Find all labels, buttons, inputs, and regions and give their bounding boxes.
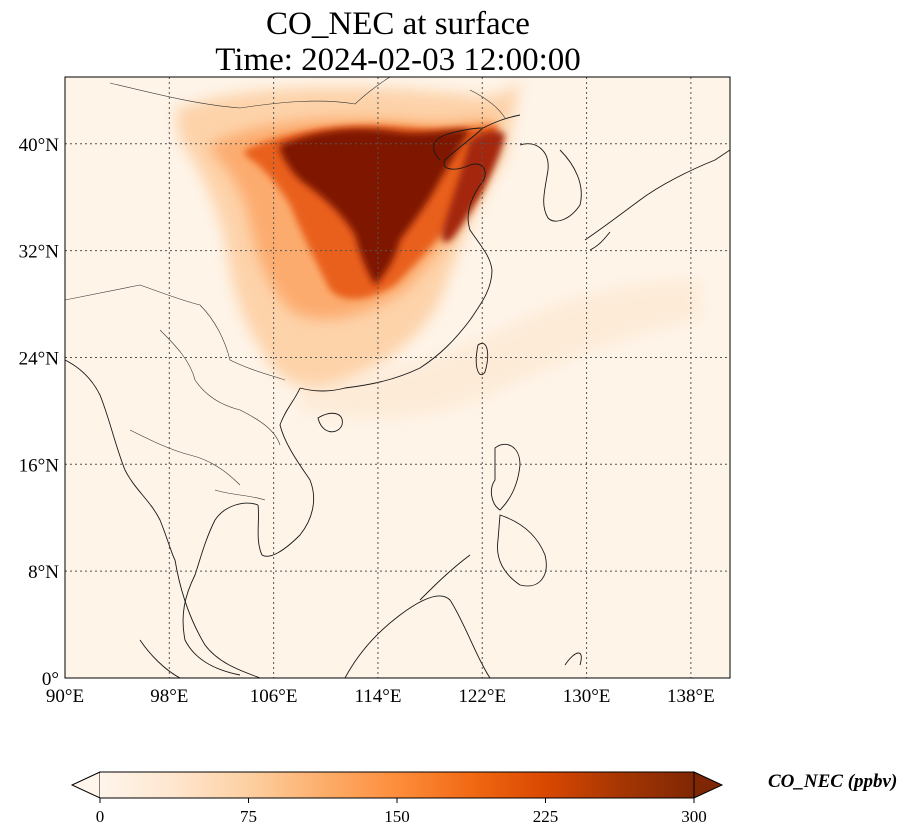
- country-borders: [65, 77, 506, 501]
- border-cambodia: [214, 489, 266, 501]
- lat-tick-label: 16°N: [19, 455, 60, 476]
- korea: [519, 143, 582, 222]
- malay-peninsula: [174, 559, 261, 678]
- gulf-of-thailand: [182, 502, 259, 676]
- lat-tick-label: 40°N: [19, 135, 60, 156]
- border-myanmar-laos: [159, 329, 281, 446]
- colorbar-tick-label: 0: [96, 807, 105, 826]
- lon-tick-label: 98°E: [150, 686, 188, 707]
- borneo: [344, 595, 491, 678]
- lat-tick-label: 0°: [42, 669, 59, 690]
- colorbar-tick-label: 75: [240, 807, 257, 826]
- lon-tick-label: 130°E: [563, 686, 611, 707]
- latitude-ticks: 0° 8°N 16°N 24°N 32°N 40°N: [19, 135, 60, 690]
- plume-core: [280, 128, 470, 285]
- palawan: [419, 554, 471, 601]
- colorbar-tick-label: 150: [384, 807, 410, 826]
- colorbar-ticks: 0 75 150 225 300: [96, 798, 707, 826]
- japan-south: [589, 231, 611, 251]
- japan-kyushu-honshu: [584, 149, 730, 241]
- map-frame: [64, 76, 731, 679]
- coastal-streak: [441, 130, 505, 243]
- lat-tick-label: 8°N: [28, 562, 59, 583]
- china-coast: [299, 127, 493, 392]
- lon-tick-label: 138°E: [667, 686, 715, 707]
- colorbar-label: CO_NEC (ppbv): [768, 771, 898, 792]
- taiwan: [475, 343, 489, 376]
- colorbar-gradient: [100, 772, 694, 798]
- lon-tick-label: 106°E: [250, 686, 298, 707]
- hainan: [317, 412, 343, 433]
- philippines-south: [497, 514, 547, 587]
- coastlines: [65, 114, 730, 678]
- lat-tick-label: 32°N: [19, 242, 60, 263]
- border-southwest: [65, 284, 286, 381]
- philippines-luzon: [490, 444, 521, 511]
- myanmar-coast: [65, 359, 176, 561]
- sulawesi-tip: [564, 652, 582, 666]
- lon-tick-label: 114°E: [354, 686, 401, 707]
- indochina-coast: [257, 387, 314, 557]
- border-north: [109, 77, 391, 109]
- colorbar-tick-label: 300: [681, 807, 707, 826]
- colorbar-tick-label: 225: [533, 807, 559, 826]
- faint-ocean-haze: [300, 280, 700, 419]
- bohai-coast: [433, 114, 521, 161]
- gridlines: [65, 77, 730, 678]
- border-thailand: [129, 429, 241, 486]
- colorbar-extend-max: [693, 771, 724, 799]
- lon-tick-label: 90°E: [46, 686, 84, 707]
- longitude-ticks: 90°E 98°E 106°E 114°E 122°E 130°E 138°E: [46, 686, 715, 707]
- lon-tick-label: 122°E: [458, 686, 506, 707]
- lat-tick-label: 24°N: [19, 348, 60, 369]
- chart-title-line2: Time: 2024-02-03 12:00:00: [215, 42, 581, 78]
- border-northeast: [469, 89, 506, 119]
- colorbar: 0 75 150 225 300: [70, 771, 724, 826]
- co-plume-field: [175, 80, 700, 419]
- chart-title-line1: CO_NEC at surface: [266, 6, 530, 42]
- colorbar-extend-min: [70, 771, 101, 799]
- sumatra-tip: [139, 639, 181, 678]
